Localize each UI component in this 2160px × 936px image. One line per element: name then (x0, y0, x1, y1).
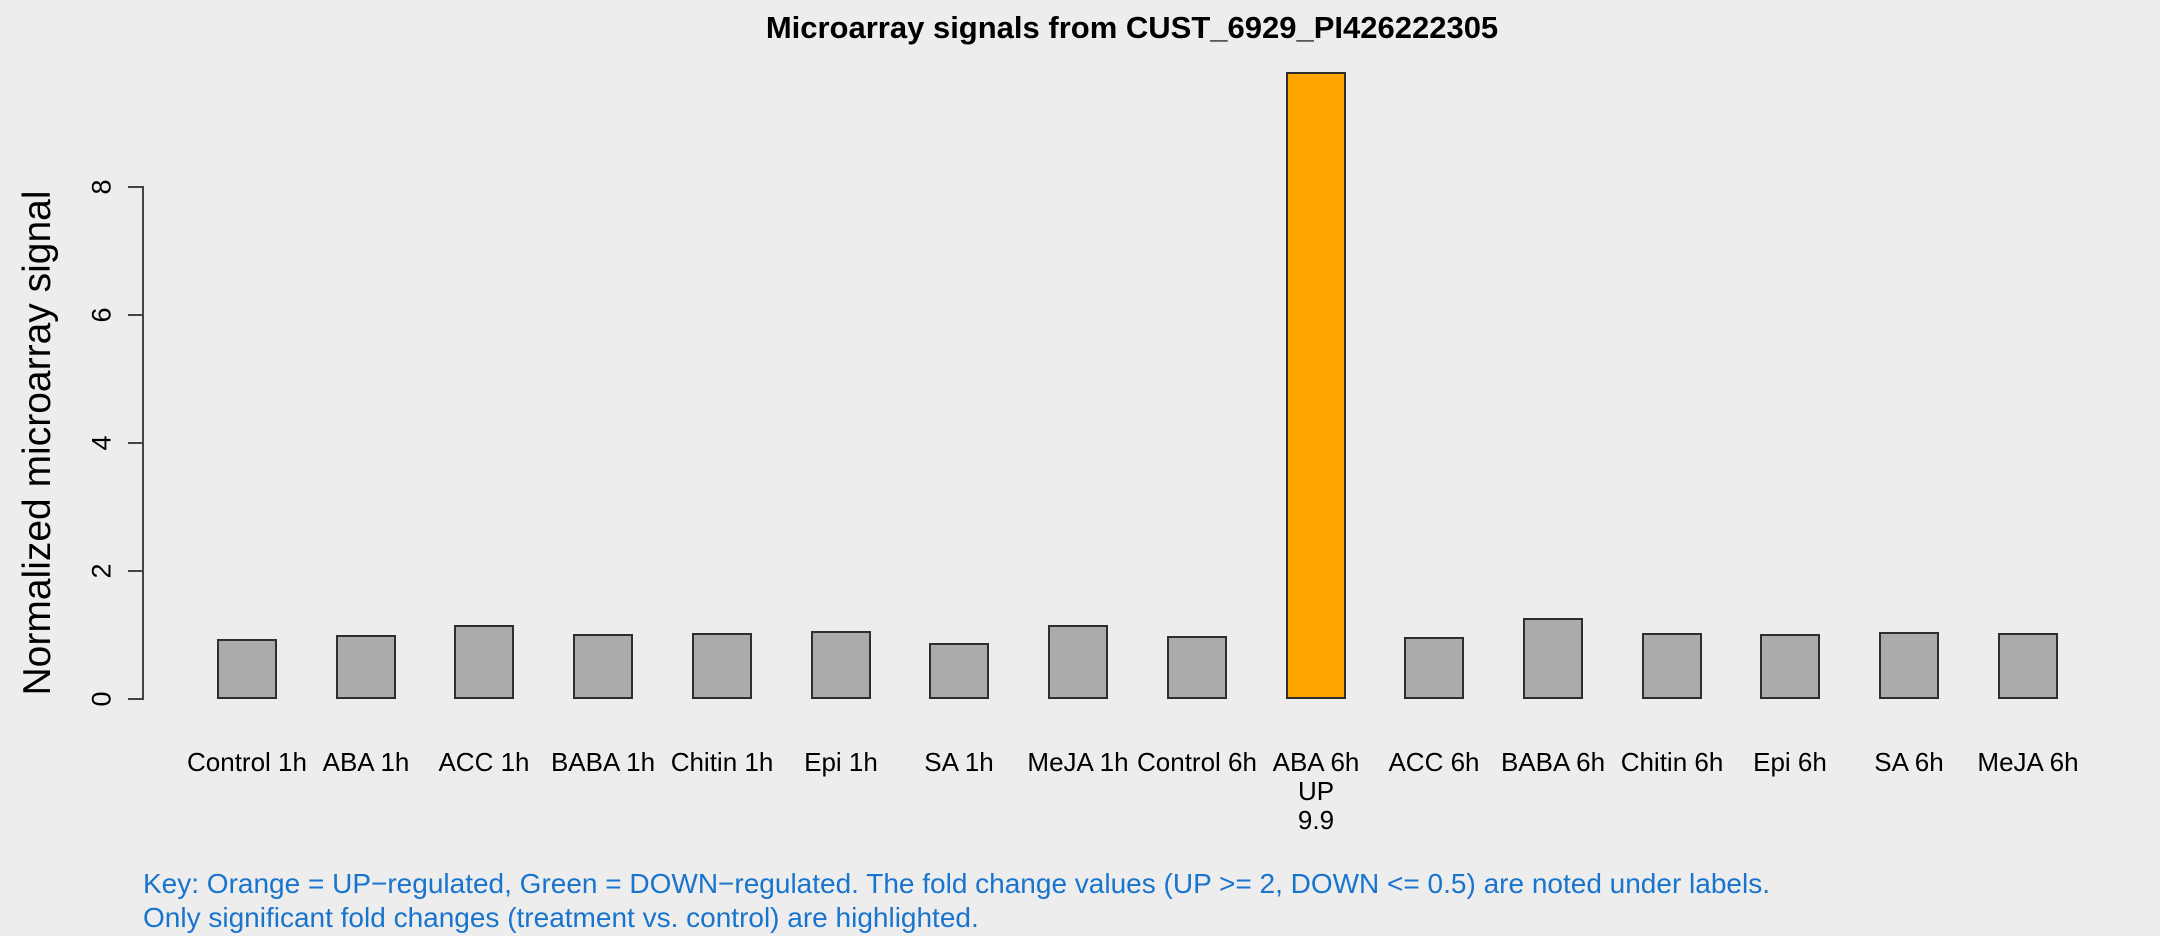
x-label-chitin-1h: Chitin 1h (637, 748, 807, 777)
bar-aba-6h (1286, 72, 1346, 699)
y-axis-label: Normalized microarray signal (16, 190, 59, 696)
category-label: Chitin 1h (670, 747, 774, 777)
x-label-aba-1h: ABA 1h (281, 748, 451, 777)
category-label: ABA 6h (1272, 747, 1360, 777)
category-label: Chitin 6h (1620, 747, 1724, 777)
chart-title: Microarray signals from CUST_6929_PI4262… (765, 10, 1499, 45)
category-label: Epi 6h (1753, 747, 1827, 777)
x-label-baba-1h: BABA 1h (518, 748, 688, 777)
bar-aba-1h (336, 635, 396, 699)
category-label: SA 6h (1874, 747, 1944, 777)
category-label: BABA 6h (1500, 747, 1606, 777)
fold-change-annotation: 9.9 (1297, 805, 1335, 835)
fold-change-annotation: UP (1297, 776, 1335, 806)
legend-key-line1: Key: Orange = UP−regulated, Green = DOWN… (143, 868, 1770, 899)
bar-sa-6h (1879, 632, 1939, 699)
y-tick-label: 0 (86, 691, 117, 707)
bar-control-1h (217, 639, 277, 699)
category-label: SA 1h (924, 747, 994, 777)
bar-baba-6h (1523, 618, 1583, 699)
bar-meja-6h (1998, 633, 2058, 699)
category-label: ACC 6h (1388, 747, 1480, 777)
x-label-control-1h: Control 1h (162, 748, 332, 777)
x-label-aba-6h: ABA 6h UP 9.9 (1231, 748, 1401, 835)
y-tick (128, 570, 143, 572)
x-label-epi-1h: Epi 1h (756, 748, 926, 777)
category-label: MeJA 6h (1977, 747, 2079, 777)
bar-chitin-1h (692, 633, 752, 699)
bar-meja-1h (1048, 625, 1108, 699)
bar-control-6h (1167, 636, 1227, 699)
y-tick-label: 6 (86, 307, 117, 323)
category-label: Epi 1h (804, 747, 878, 777)
y-axis (142, 186, 144, 700)
x-label-sa-6h: SA 6h (1824, 748, 1994, 777)
y-tick (128, 314, 143, 316)
category-label: Control 1h (187, 747, 307, 777)
x-label-sa-1h: SA 1h (874, 748, 1044, 777)
bar-acc-1h (454, 625, 514, 699)
y-tick-label: 8 (86, 179, 117, 195)
category-label: MeJA 1h (1027, 747, 1129, 777)
y-tick (128, 698, 143, 700)
bar-epi-6h (1760, 634, 1820, 699)
y-tick-label: 4 (86, 435, 117, 451)
bar-epi-1h (811, 631, 871, 699)
x-label-acc-1h: ACC 1h (399, 748, 569, 777)
category-label: ABA 1h (322, 747, 410, 777)
bar-baba-1h (573, 634, 633, 699)
y-tick-label: 2 (86, 563, 117, 579)
bar-sa-1h (929, 643, 989, 699)
y-tick (128, 442, 143, 444)
category-label: Control 6h (1137, 747, 1257, 777)
y-tick (128, 186, 143, 188)
legend-key-line2: Only significant fold changes (treatment… (143, 902, 979, 933)
x-label-control-6h: Control 6h (1112, 748, 1282, 777)
x-label-baba-6h: BABA 6h (1468, 748, 1638, 777)
x-label-acc-6h: ACC 6h (1349, 748, 1519, 777)
bar-chitin-6h (1642, 633, 1702, 699)
category-label: ACC 1h (438, 747, 530, 777)
category-label: BABA 1h (550, 747, 656, 777)
x-label-chitin-6h: Chitin 6h (1587, 748, 1757, 777)
bar-acc-6h (1404, 637, 1464, 699)
x-label-meja-1h: MeJA 1h (993, 748, 1163, 777)
x-label-meja-6h: MeJA 6h (1943, 748, 2113, 777)
x-label-epi-6h: Epi 6h (1705, 748, 1875, 777)
